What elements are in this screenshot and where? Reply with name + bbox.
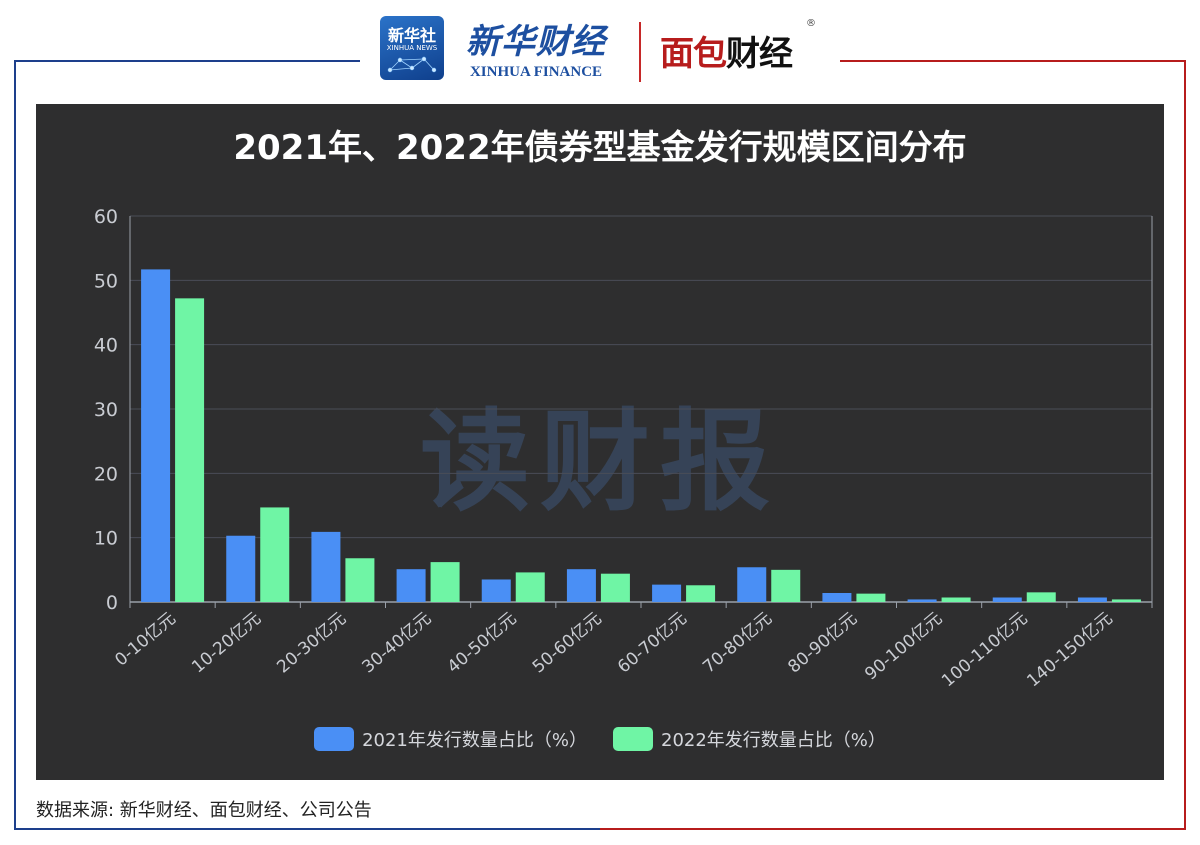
legend-label-2021: 2021年发行数量占比（%）: [362, 730, 587, 751]
bar-2022-9: [941, 597, 971, 602]
frame-top-left-border: [14, 60, 360, 62]
legend-item-2022[interactable]: 2022年发行数量占比（%）: [613, 726, 886, 752]
x-tick-label: 100-110亿元: [938, 609, 1031, 692]
x-tick-label: 50-60亿元: [529, 609, 606, 678]
bar-2021-0: [141, 269, 171, 602]
bar-2022-0: [175, 298, 205, 602]
y-tick-label: 50: [94, 270, 118, 292]
legend-swatch-2021: [314, 727, 355, 751]
chart-panel: [36, 104, 1164, 780]
bar-2022-6: [686, 585, 716, 602]
x-tick-label: 30-40亿元: [359, 609, 436, 678]
bar-2021-8: [822, 592, 852, 602]
network-icon: [387, 56, 437, 73]
x-tick-label: 70-80亿元: [699, 609, 776, 678]
frame-bottom-right-border: [600, 828, 1186, 830]
frame-bottom-left-border: [14, 828, 600, 830]
y-tick-label: 40: [94, 335, 118, 357]
x-tick-label: 0-10亿元: [111, 609, 179, 671]
y-tick-label: 0: [106, 592, 118, 614]
mianbao-finance-logo: 面包财经: [660, 26, 793, 75]
xinhua-badge-en: XINHUA NEWS: [386, 44, 438, 52]
y-tick-label: 30: [94, 399, 118, 421]
x-tick-label: 20-30亿元: [273, 609, 350, 678]
legend-item-2021[interactable]: 2021年发行数量占比（%）: [314, 726, 587, 752]
registered-mark: ®: [806, 18, 816, 29]
data-source-note: 数据来源: 新华财经、面包财经、公司公告: [36, 800, 372, 821]
legend-label-2022: 2022年发行数量占比（%）: [661, 730, 886, 751]
bar-2021-9: [907, 599, 937, 602]
bar-2021-7: [737, 567, 767, 602]
y-tick-label: 10: [94, 528, 118, 550]
x-tick-label: 140-150亿元: [1023, 609, 1116, 692]
x-tick-label: 60-70亿元: [614, 609, 691, 678]
bar-2021-3: [396, 569, 426, 602]
x-tick-label: 10-20亿元: [188, 609, 265, 678]
frame-right-border: [1184, 60, 1186, 830]
frame-top-right-border: [840, 60, 1186, 62]
x-tick-label: 40-50亿元: [444, 609, 521, 678]
bar-2021-5: [566, 569, 596, 602]
x-tick-label: 90-100亿元: [861, 609, 946, 685]
chart-legend: 2021年发行数量占比（%） 2022年发行数量占比（%）: [36, 726, 1164, 752]
bar-2021-6: [652, 584, 682, 602]
bar-2022-8: [856, 593, 886, 602]
bar-2022-3: [430, 562, 460, 602]
mianbao-logo-black: 财经: [726, 34, 793, 74]
bar-2022-2: [345, 558, 375, 602]
bar-2022-5: [600, 573, 630, 602]
bar-2022-10: [1026, 592, 1056, 602]
xinhua-finance-logo-en: XINHUA FINANCE: [469, 64, 603, 80]
bar-2021-11: [1077, 597, 1107, 602]
xinhua-news-logo: 新华社 XINHUA NEWS: [380, 16, 444, 80]
bar-2021-1: [226, 535, 256, 602]
watermark: 读财报: [420, 398, 780, 526]
xinhua-badge-cn: 新华社: [387, 26, 436, 45]
bar-2021-10: [992, 597, 1022, 602]
xinhua-finance-logo-cn: 新华财经: [466, 22, 606, 62]
logo-divider: [639, 22, 641, 82]
legend-swatch-2022: [613, 727, 653, 751]
bar-2022-1: [260, 507, 290, 602]
chart-title: 2021年、2022年债券型基金发行规模区间分布: [233, 128, 967, 168]
mianbao-logo-red: 面包: [660, 34, 727, 74]
y-tick-label: 20: [94, 463, 118, 485]
x-tick-label: 80-90亿元: [784, 609, 861, 678]
bar-2022-4: [515, 572, 545, 602]
y-tick-label: 60: [94, 206, 118, 228]
bar-2022-7: [771, 569, 801, 602]
bar-2022-11: [1111, 599, 1141, 602]
frame-left-border: [14, 60, 16, 830]
bar-2021-4: [481, 579, 511, 602]
bar-2021-2: [311, 531, 341, 602]
